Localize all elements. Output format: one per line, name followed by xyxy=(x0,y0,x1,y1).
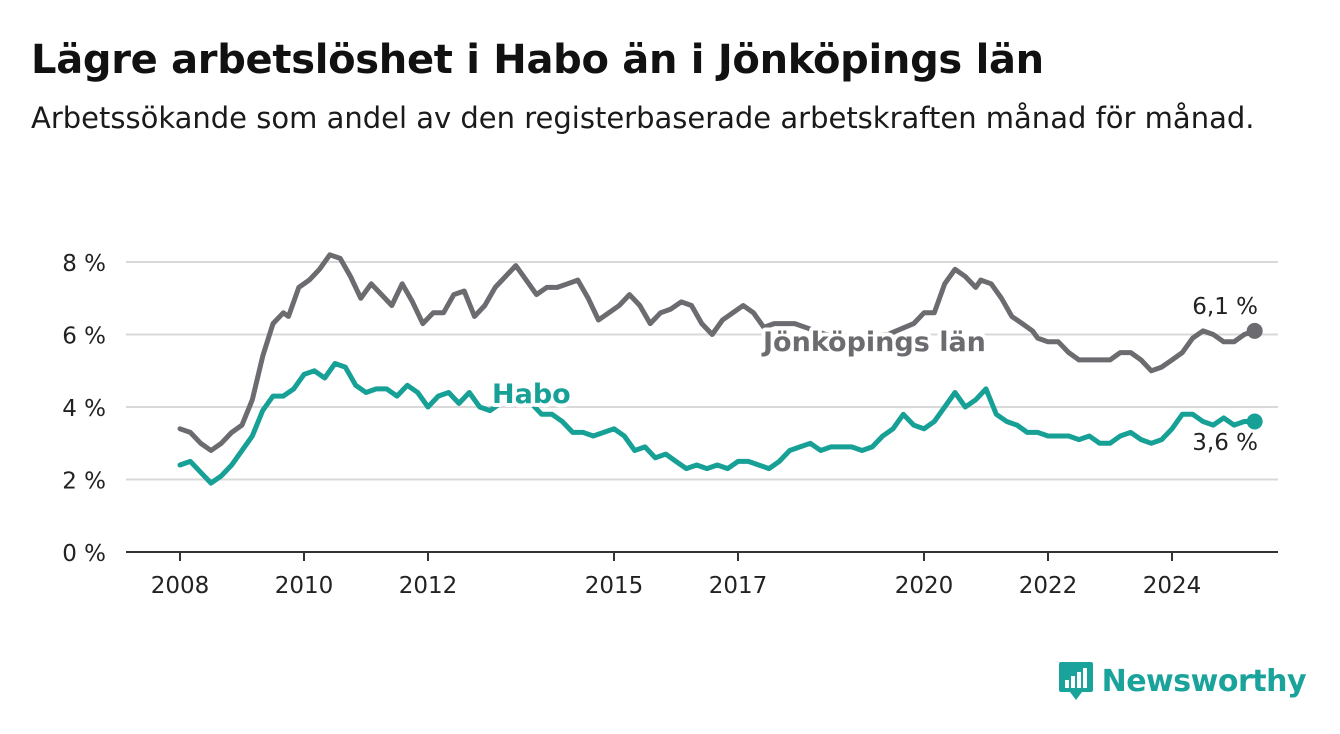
x-tick-label: 2022 xyxy=(1019,573,1078,599)
x-tick-label: 2008 xyxy=(151,573,210,599)
jonkopings-lan-end-point xyxy=(1246,322,1263,339)
y-tick-label: 0 % xyxy=(62,541,106,567)
habo-end-label: 3,6 % xyxy=(1192,430,1258,456)
x-tick-label: 2020 xyxy=(895,573,954,599)
y-tick-label: 8 % xyxy=(62,251,106,277)
jonkopings-lan-end-label: 6,1 % xyxy=(1192,294,1258,320)
x-tick-label: 2012 xyxy=(399,573,458,599)
chart-subtitle: Arbetssökande som andel av den registerb… xyxy=(31,101,1255,135)
jonkopings-lan-end-label-halo: 6,1 % xyxy=(1192,294,1258,320)
x-tick-label: 2010 xyxy=(275,573,334,599)
habo-label: Habo xyxy=(492,379,571,410)
x-tick-label: 2017 xyxy=(709,573,768,599)
chart-title: Lägre arbetslöshet i Habo än i Jönköping… xyxy=(31,37,1044,83)
habo-end-label-halo: 3,6 % xyxy=(1192,430,1258,456)
jonkopings-lan-label-halo: Jönköpings län xyxy=(761,327,986,358)
y-axis-ticks: 0 % 2 % 4 % 6 % 8 % xyxy=(62,251,106,567)
series-lines xyxy=(177,252,1263,486)
habo-line xyxy=(177,361,1258,486)
x-tick-label: 2024 xyxy=(1143,573,1202,599)
jonkopings-lan-line xyxy=(177,252,1258,453)
x-tick-label: 2015 xyxy=(585,573,644,599)
newsworthy-logo-icon xyxy=(1058,662,1093,700)
brand-name: Newsworthy xyxy=(1101,663,1307,699)
y-tick-label: 6 % xyxy=(62,324,106,350)
jonkopings-lan-label: Jönköpings län xyxy=(761,327,986,358)
x-axis-ticks: 2008 2010 2012 2015 2017 2020 2022 2024 xyxy=(151,552,1202,599)
y-tick-label: 4 % xyxy=(62,396,106,422)
grid-lines xyxy=(126,261,1278,553)
newsworthy-logo[interactable]: Newsworthy xyxy=(1058,660,1307,702)
habo-end-point xyxy=(1246,413,1263,430)
y-tick-label: 2 % xyxy=(62,469,106,495)
habo-label-halo: Habo xyxy=(492,379,571,410)
